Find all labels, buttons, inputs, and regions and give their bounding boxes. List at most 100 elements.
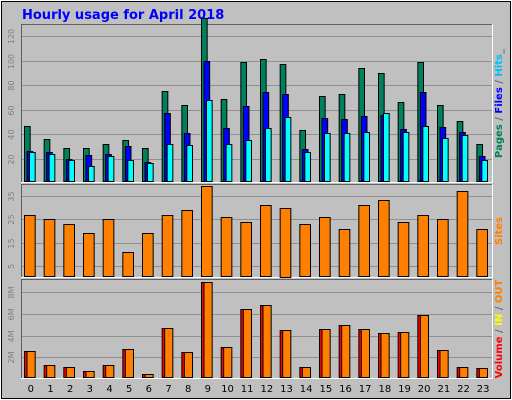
x-tick-label: 6 xyxy=(146,384,152,395)
panel-pages-files-hits: 20 40 60 80 100 120 Pages / Files / Hits_ xyxy=(7,18,505,183)
bar-out-hour-16 xyxy=(341,325,351,378)
bar-sites-hour-12 xyxy=(260,205,272,277)
y-tick-label: 8M xyxy=(7,286,16,298)
bar-out-hour-17 xyxy=(360,329,371,378)
bar-sites-hour-10 xyxy=(220,217,233,277)
x-tick-label: 20 xyxy=(418,384,431,395)
bar-out-hour-15 xyxy=(321,329,331,378)
x-tick-label: 2 xyxy=(67,384,73,395)
x-tick-label: 22 xyxy=(457,384,470,395)
bar-sites-hour-13 xyxy=(279,208,292,278)
x-tick-label: 5 xyxy=(126,384,132,395)
panel-right-label: Pages / Files / Hits_ xyxy=(494,49,505,158)
bar-hits-hour-7 xyxy=(166,144,174,182)
x-tick-label: 12 xyxy=(260,384,273,395)
panel-background xyxy=(21,24,493,183)
bar-out-hour-13 xyxy=(282,330,292,378)
x-tick-label: 23 xyxy=(477,384,490,395)
y-tick-label: 120 xyxy=(7,29,16,44)
bar-hits-hour-12 xyxy=(265,128,272,182)
x-tick-label: 19 xyxy=(398,384,411,395)
bar-sites-hour-21 xyxy=(437,219,449,277)
bar-sites-hour-4 xyxy=(102,219,115,277)
panel-background xyxy=(21,184,493,278)
bar-hits-hour-19 xyxy=(402,132,410,182)
bar-out-hour-8 xyxy=(183,352,193,378)
panel-sites: 5 15 25 35 Sites xyxy=(7,184,505,278)
bar-out-hour-21 xyxy=(439,350,449,378)
y-tick-label: 5 xyxy=(7,264,16,269)
y-tick-label: 35 xyxy=(7,191,16,201)
bar-hits-hour-10 xyxy=(225,144,233,182)
x-tick-label: 16 xyxy=(339,384,352,395)
panel-right-label-part: / xyxy=(494,114,505,125)
bar-sites-hour-2 xyxy=(63,224,75,277)
panel-right-label-part: Files xyxy=(494,87,505,113)
panel-right-label-part: / xyxy=(494,77,505,88)
x-tick-label: 15 xyxy=(319,384,332,395)
panel-right-label-part: _ xyxy=(494,49,505,54)
panel-right-label-part: Sites xyxy=(494,217,505,245)
y-tick-label: 15 xyxy=(7,238,16,248)
bar-out-hour-18 xyxy=(380,333,390,378)
x-tick-label: 21 xyxy=(437,384,450,395)
y-tick-label: 25 xyxy=(7,214,16,224)
bar-sites-hour-1 xyxy=(43,219,56,277)
x-tick-label: 8 xyxy=(185,384,191,395)
x-tick-label: 13 xyxy=(280,384,293,395)
bar-sites-hour-23 xyxy=(476,229,489,277)
bar-sites-hour-11 xyxy=(240,222,252,277)
bar-hits-hour-20 xyxy=(422,126,430,182)
panel-right-label: Sites xyxy=(494,217,505,245)
x-tick-label: 9 xyxy=(205,384,211,395)
bar-sites-hour-20 xyxy=(417,215,430,277)
x-tick-label: 18 xyxy=(378,384,391,395)
bar-out-hour-6 xyxy=(144,374,154,378)
bar-sites-hour-8 xyxy=(181,210,193,277)
bar-hits-hour-3 xyxy=(88,166,95,182)
bar-sites-hour-5 xyxy=(122,252,135,277)
bar-out-hour-23 xyxy=(478,368,489,378)
bar-hits-hour-21 xyxy=(442,138,449,182)
bar-sites-hour-18 xyxy=(378,200,390,277)
bar-sites-hour-6 xyxy=(142,233,154,277)
panel-right-label-part: Pages xyxy=(494,124,505,158)
bar-sites-hour-16 xyxy=(338,229,351,277)
bar-out-hour-2 xyxy=(65,367,76,378)
panel-right-label-part: Hits xyxy=(494,54,505,77)
panel-right-label-part: OUT xyxy=(494,280,505,304)
bar-hits-hour-15 xyxy=(324,133,331,182)
y-tick-label: 4M xyxy=(7,330,16,342)
panel-background xyxy=(21,279,493,379)
bar-out-hour-10 xyxy=(223,347,233,378)
bar-out-hour-11 xyxy=(242,309,252,378)
bar-sites-hour-9 xyxy=(201,186,213,277)
bar-out-hour-4 xyxy=(105,365,115,378)
bar-hits-hour-22 xyxy=(461,135,469,182)
bar-sites-hour-14 xyxy=(299,224,312,277)
bar-hits-hour-23 xyxy=(481,160,489,182)
bar-hits-hour-8 xyxy=(186,145,193,182)
bar-sites-hour-19 xyxy=(397,222,410,277)
bar-sites-hour-0 xyxy=(24,215,36,277)
bar-out-hour-7 xyxy=(164,328,174,378)
bar-hits-hour-1 xyxy=(48,154,56,182)
panel-right-label-part: / xyxy=(494,303,505,314)
bar-sites-hour-22 xyxy=(456,191,469,277)
bar-out-hour-20 xyxy=(419,315,430,378)
bar-hits-hour-11 xyxy=(245,140,252,182)
x-tick-label: 4 xyxy=(106,384,112,395)
x-tick-label: 10 xyxy=(221,384,234,395)
bar-hits-hour-13 xyxy=(284,117,292,182)
panel-right-label-part: IN xyxy=(494,314,505,326)
y-tick-label: 40 xyxy=(7,129,16,139)
bar-out-hour-3 xyxy=(85,371,95,378)
bar-out-hour-22 xyxy=(459,367,469,378)
y-tick-label: 20 xyxy=(7,154,16,164)
bar-hits-hour-18 xyxy=(383,113,390,182)
bar-hits-hour-16 xyxy=(343,133,351,182)
bar-out-hour-0 xyxy=(26,351,36,378)
bar-hits-hour-17 xyxy=(363,132,371,182)
bar-hits-hour-2 xyxy=(68,160,76,182)
